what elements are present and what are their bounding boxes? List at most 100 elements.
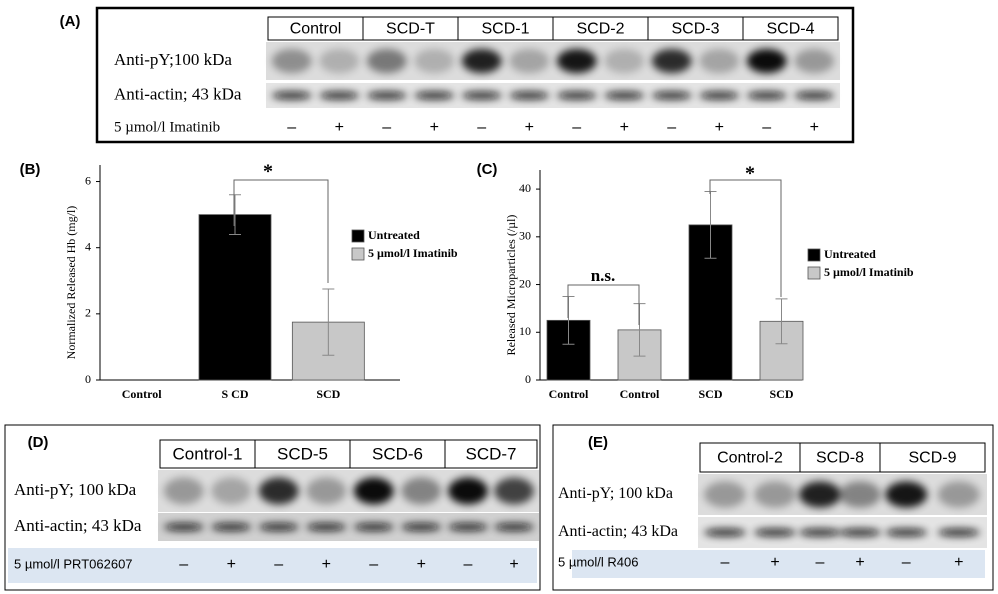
panel-frame <box>4 424 541 591</box>
band <box>319 91 360 100</box>
lane-label: Control <box>290 21 342 38</box>
y-tick-label: 4 <box>85 239 91 253</box>
x-tick-label: SCD <box>769 387 793 401</box>
y-axis-label: Released Microparticles (/µl) <box>504 215 518 356</box>
treatment-sign: + <box>430 119 439 136</box>
treatment-sign: – <box>572 119 581 136</box>
band <box>651 48 692 74</box>
significance-bracket <box>233 179 329 283</box>
band <box>746 48 787 74</box>
treatment-sign: + <box>855 554 864 571</box>
treatment-sign: + <box>770 554 779 571</box>
row-label: Anti-actin; 43 kDa <box>558 523 678 540</box>
treatment-sign: – <box>816 554 825 571</box>
treatment-sign: – <box>762 119 771 136</box>
significance-bracket <box>567 284 640 325</box>
band <box>271 48 312 74</box>
lane-label: Control-2 <box>717 450 783 467</box>
treatment-sign: – <box>179 556 188 573</box>
treatment-sign: – <box>477 119 486 136</box>
treatment-label: 5 µmol/l R406 <box>558 554 638 569</box>
band <box>937 528 980 537</box>
y-tick-label: 6 <box>85 173 91 187</box>
panel-label: (C) <box>477 161 498 178</box>
treatment-sign: – <box>382 119 391 136</box>
treatment-sign: – <box>721 554 730 571</box>
error-bar <box>322 288 335 356</box>
error-bar <box>229 194 241 235</box>
band <box>306 477 347 505</box>
band <box>509 91 550 100</box>
legend-label: 5 µmol/l Imatinib <box>824 265 914 279</box>
band <box>651 91 692 100</box>
panel-frame <box>552 424 994 591</box>
band <box>461 91 502 100</box>
lane-label: SCD-6 <box>372 444 423 463</box>
band <box>699 48 740 74</box>
treatment-sign: + <box>417 556 426 573</box>
x-tick-label: Control <box>122 387 162 401</box>
band <box>799 481 841 508</box>
band <box>211 523 252 531</box>
bar <box>198 214 272 381</box>
band <box>839 481 881 508</box>
band <box>699 91 740 100</box>
treatment-sign: + <box>715 119 724 136</box>
band <box>401 477 442 505</box>
treatment-sign: + <box>954 554 963 571</box>
treatment-sign: + <box>509 556 518 573</box>
row-label: Anti-pY; 100 kDa <box>14 480 137 499</box>
row-label: Anti-actin; 43 kDa <box>114 84 242 103</box>
y-axis-label: Normalized Released Hb (mg/l) <box>64 206 78 360</box>
band <box>306 523 347 531</box>
band <box>794 91 835 100</box>
band <box>754 481 796 508</box>
band <box>366 48 407 74</box>
treatment-sign: – <box>287 119 296 136</box>
band <box>746 91 787 100</box>
band <box>258 523 299 531</box>
treatment-sign: + <box>620 119 629 136</box>
lane-label: SCD-5 <box>277 444 328 463</box>
band <box>556 48 597 74</box>
treatment-sign: – <box>667 119 676 136</box>
annotation: n.s. <box>591 266 616 285</box>
sign-band <box>572 550 985 578</box>
band <box>461 48 502 74</box>
y-tick-label: 2 <box>85 306 91 320</box>
band <box>494 523 534 531</box>
x-tick-label: SCD <box>316 387 340 401</box>
band <box>885 528 928 537</box>
y-tick-label: 0 <box>525 372 531 386</box>
y-tick-label: 10 <box>519 324 531 338</box>
treatment-sign: – <box>369 556 378 573</box>
band <box>509 48 550 74</box>
band <box>704 481 746 508</box>
panel-label: (A) <box>60 13 81 30</box>
lane-label: SCD-7 <box>465 444 516 463</box>
legend-label: 5 µmol/l Imatinib <box>368 246 458 260</box>
band <box>366 91 407 100</box>
treatment-sign: – <box>464 556 473 573</box>
band <box>163 477 204 505</box>
band <box>319 48 360 74</box>
band <box>754 528 796 537</box>
blot-strip <box>266 83 840 108</box>
band <box>448 523 488 531</box>
y-tick-label: 30 <box>519 229 531 243</box>
treatment-sign: + <box>227 556 236 573</box>
band <box>258 477 299 505</box>
band <box>211 477 252 505</box>
row-label: Anti-pY;100 kDa <box>114 50 232 69</box>
band <box>401 523 442 531</box>
x-tick-label: SCD <box>698 387 722 401</box>
band <box>271 91 312 100</box>
band <box>839 528 881 537</box>
lane-header-box <box>159 439 538 469</box>
legend-swatch <box>351 247 365 261</box>
row-label: Anti-pY; 100 kDa <box>558 485 673 502</box>
band <box>353 523 394 531</box>
error-bar <box>775 298 788 345</box>
treatment-sign: + <box>810 119 819 136</box>
